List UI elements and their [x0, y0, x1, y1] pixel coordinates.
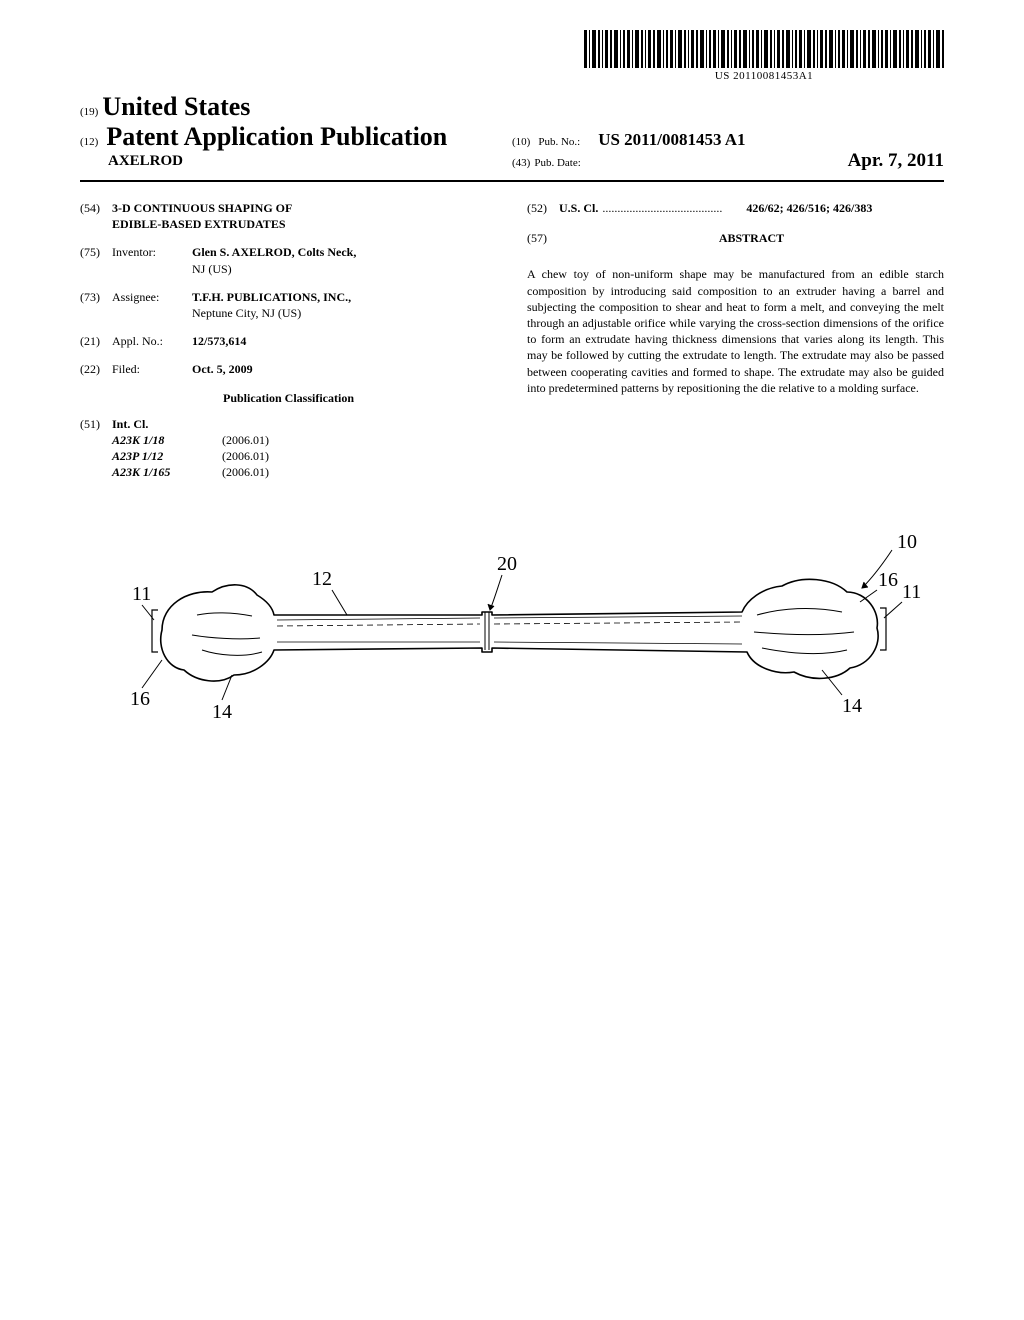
fig-label-11a: 11 — [132, 583, 151, 605]
intcl-year-0: (2006.01) — [222, 432, 302, 448]
intcl-code-0: A23K 1/18 — [112, 432, 222, 448]
fig-label-16a: 16 — [130, 688, 150, 710]
intcl-year-1: (2006.01) — [222, 448, 302, 464]
applno-label: Appl. No.: — [112, 333, 192, 349]
pub-classification-heading: Publication Classification — [80, 390, 497, 406]
barcode-region: US 20110081453A1 — [80, 30, 944, 84]
field-75: (75) Inventor: Glen S. AXELROD, Colts Ne… — [80, 244, 497, 276]
fig-label-12: 12 — [312, 568, 332, 590]
inventor-label: Inventor: — [112, 244, 192, 276]
pub-no-value: US 2011/0081453 A1 — [598, 130, 745, 149]
fig-label-16b: 16 — [878, 569, 898, 591]
bibliographic-columns: (54) 3-D CONTINUOUS SHAPING OF EDIBLE-BA… — [80, 200, 944, 480]
inventor-name: Glen S. AXELROD, Colts Neck, — [192, 245, 356, 259]
country-name: United States — [102, 92, 250, 122]
fig-label-11b: 11 — [902, 581, 921, 603]
pub-date-label: Pub. Date: — [534, 157, 580, 169]
assignee-name: T.F.H. PUBLICATIONS, INC., — [192, 290, 351, 304]
applicant-name: AXELROD — [108, 153, 183, 169]
field-54-num: (54) — [80, 200, 112, 232]
field-75-num: (75) — [80, 244, 112, 276]
filed-value: Oct. 5, 2009 — [192, 361, 497, 377]
applno-value: 12/573,614 — [192, 333, 497, 349]
barcode-text: US 20110081453A1 — [584, 70, 944, 82]
barcode: US 20110081453A1 — [584, 30, 944, 82]
fig-label-10: 10 — [897, 531, 917, 553]
assignee-label: Assignee: — [112, 289, 192, 321]
field-51: (51) Int. Cl. A23K 1/18 (2006.01) A23P 1… — [80, 416, 497, 481]
fig-label-14b: 14 — [842, 695, 862, 717]
abstract-text: A chew toy of non-uniform shape may be m… — [527, 266, 944, 396]
code-12: (12) — [80, 136, 98, 148]
pub-date-value: Apr. 7, 2011 — [848, 150, 944, 172]
filed-label: Filed: — [112, 361, 192, 377]
invention-title-line1: 3-D CONTINUOUS SHAPING OF — [112, 200, 497, 216]
document-header: (19) United States (12) Patent Applicati… — [80, 92, 944, 182]
code-19: (19) — [80, 106, 98, 118]
abstract-heading: ABSTRACT — [559, 230, 944, 246]
doc-type: Patent Application Publication — [106, 122, 447, 151]
intcl-row-0: A23K 1/18 (2006.01) — [112, 432, 497, 448]
code-43: (43) — [512, 157, 530, 169]
left-column: (54) 3-D CONTINUOUS SHAPING OF EDIBLE-BA… — [80, 200, 497, 480]
uscl-dots — [602, 200, 742, 216]
field-52: (52) U.S. Cl. 426/62; 426/516; 426/383 — [527, 200, 944, 216]
pub-no-label: Pub. No.: — [538, 136, 580, 148]
field-22-num: (22) — [80, 361, 112, 377]
uscl-value: 426/62; 426/516; 426/383 — [746, 200, 872, 216]
field-73-num: (73) — [80, 289, 112, 321]
field-57-num: (57) — [527, 230, 559, 256]
intcl-row-2: A23K 1/165 (2006.01) — [112, 464, 497, 480]
field-52-num: (52) — [527, 200, 559, 216]
uscl-label: U.S. Cl. — [559, 200, 598, 216]
invention-title-line2: EDIBLE-BASED EXTRUDATES — [112, 216, 497, 232]
field-22: (22) Filed: Oct. 5, 2009 — [80, 361, 497, 377]
field-73: (73) Assignee: T.F.H. PUBLICATIONS, INC.… — [80, 289, 497, 321]
inventor-location: NJ (US) — [192, 261, 497, 277]
field-51-num: (51) — [80, 416, 112, 481]
intcl-row-1: A23P 1/12 (2006.01) — [112, 448, 497, 464]
intcl-code-1: A23P 1/12 — [112, 448, 222, 464]
field-21-num: (21) — [80, 333, 112, 349]
field-21: (21) Appl. No.: 12/573,614 — [80, 333, 497, 349]
assignee-location: Neptune City, NJ (US) — [192, 305, 497, 321]
intcl-code-2: A23K 1/165 — [112, 464, 222, 480]
right-column: (52) U.S. Cl. 426/62; 426/516; 426/383 (… — [527, 200, 944, 480]
field-54: (54) 3-D CONTINUOUS SHAPING OF EDIBLE-BA… — [80, 200, 497, 232]
fig-label-20: 20 — [497, 553, 517, 575]
intcl-label: Int. Cl. — [112, 416, 497, 432]
code-10: (10) — [512, 136, 530, 148]
intcl-year-2: (2006.01) — [222, 464, 302, 480]
fig-label-14a: 14 — [212, 701, 232, 723]
patent-figure: 10 11 11 12 14 14 16 16 20 — [80, 520, 944, 745]
